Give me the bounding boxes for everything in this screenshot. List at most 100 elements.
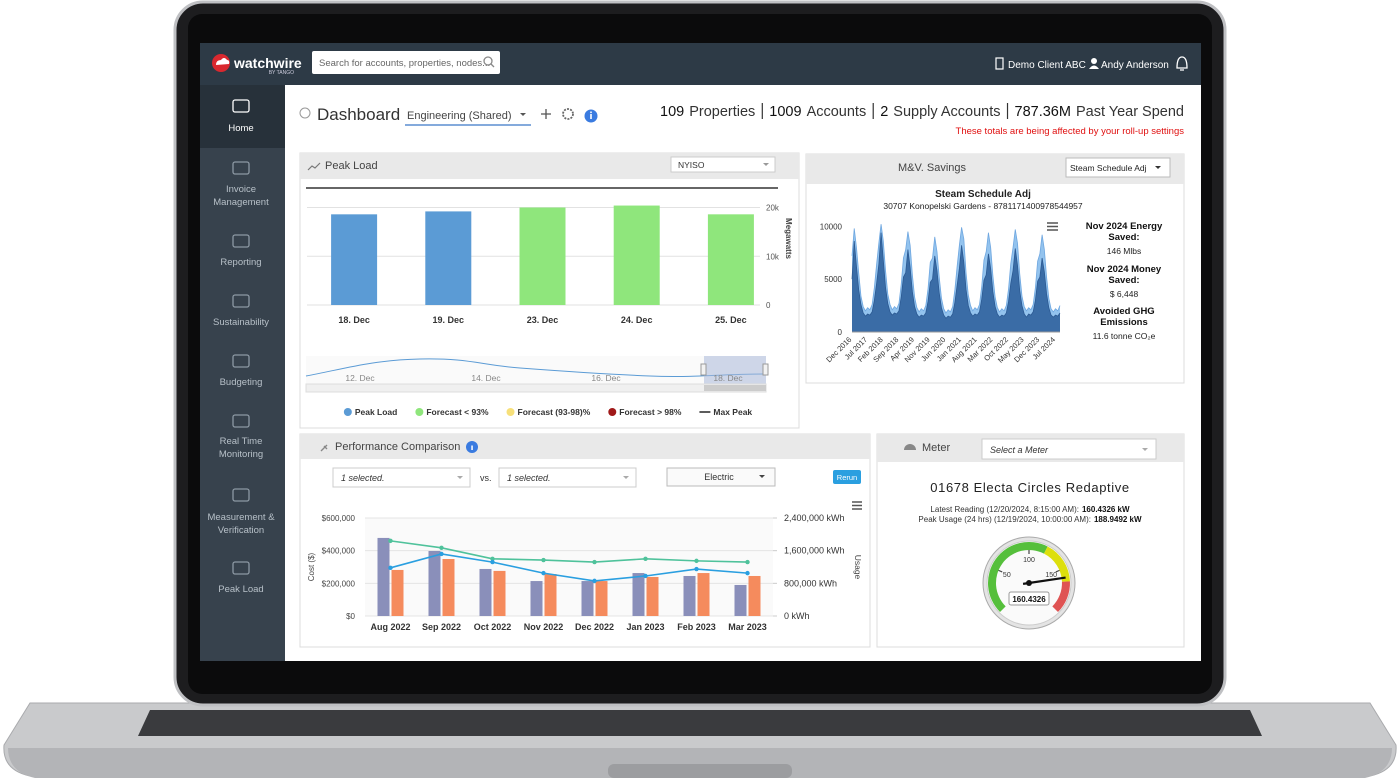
market-select[interactable] — [670, 156, 776, 173]
navigator[interactable] — [306, 356, 766, 384]
legend: Peak Load Forecast < 93% Forecast (93-98)%… — [343, 407, 752, 417]
nav-label[interactable]: Monitoring — [219, 449, 263, 460]
y2-tick-label: 1,600,000 kWh — [784, 546, 845, 556]
x-tick-label: Feb 2023 — [677, 622, 716, 632]
line-marker — [388, 538, 393, 544]
nav-label[interactable]: Peak Load — [218, 584, 263, 595]
trackpad-notch — [608, 764, 792, 778]
stat-value: 2 — [880, 104, 888, 120]
meter-select[interactable] — [981, 438, 1157, 460]
saving-label: Saved: — [1108, 232, 1139, 243]
panel-title: Performance Comparison — [335, 441, 460, 453]
line-series — [390, 553, 748, 582]
navigator-scrollbar[interactable] — [305, 383, 767, 393]
view-select[interactable]: Engineering (Shared) — [407, 110, 512, 122]
nav-label[interactable]: Home — [228, 123, 253, 134]
view-caret — [520, 113, 526, 116]
bar — [331, 214, 378, 305]
navigator-window[interactable] — [704, 356, 766, 384]
rerun-button[interactable] — [833, 470, 861, 484]
x-tick-label: Nov 2022 — [524, 622, 564, 632]
scrollbar-thumb[interactable] — [704, 385, 766, 391]
bar — [391, 569, 404, 616]
legend-label: Max Peak — [713, 407, 752, 417]
nav-label[interactable]: Real Time — [220, 436, 263, 447]
nav-icon — [232, 99, 250, 113]
y-tick-label: $400,000 — [322, 547, 356, 556]
search-icon — [483, 56, 493, 66]
commodity-select[interactable] — [666, 467, 776, 487]
gauge-tick-label: 100 — [1023, 557, 1035, 564]
bar — [697, 573, 710, 616]
nav-label[interactable]: Measurement & — [207, 512, 275, 523]
selector[interactable] — [498, 467, 637, 488]
reading-label: Peak Usage (24 hrs) (12/19/2024, 10:00:0… — [918, 515, 1091, 524]
line-marker — [388, 565, 393, 571]
bar — [683, 575, 696, 616]
legend-item[interactable]: Peak Load — [343, 407, 398, 417]
reading-label: Latest Reading (12/20/2024, 8:15:00 AM): — [930, 505, 1079, 514]
select-caret — [457, 476, 463, 479]
gauge-band — [1043, 546, 1070, 582]
navigator-label: 12. Dec — [345, 373, 375, 383]
search-placeholder: Search for accounts, properties, nodes..… — [319, 58, 490, 69]
bar — [544, 574, 557, 616]
x-tick-label: Dec 2022 — [575, 622, 614, 632]
bar — [632, 573, 645, 616]
logo-cloud — [216, 58, 230, 65]
panel-header — [300, 434, 870, 459]
settings-button[interactable] — [562, 108, 574, 120]
user-icon-body — [1089, 65, 1099, 69]
nav-label[interactable]: Invoice — [226, 184, 256, 195]
legend-item[interactable]: Max Peak — [699, 407, 752, 417]
legend-item[interactable]: Forecast (93-98)% — [506, 407, 591, 417]
navigator-label: 14. Dec — [471, 373, 501, 383]
mv-select-value: Steam Schedule Adj — [1070, 163, 1147, 173]
dashboard-title: Dashboard — [317, 105, 400, 124]
x-tick-label: 23. Dec — [527, 315, 559, 325]
user-name[interactable]: Andy Anderson — [1101, 60, 1169, 71]
y-tick-label: 20k — [766, 204, 780, 213]
line-marker — [541, 570, 546, 576]
legend-item[interactable]: Forecast > 98% — [608, 407, 682, 417]
nav-label[interactable]: Verification — [218, 525, 264, 536]
saving-value: $ 6,448 — [1110, 289, 1139, 299]
bar — [581, 581, 594, 616]
line-marker — [592, 578, 597, 584]
saving-label: Avoided GHG — [1093, 306, 1154, 317]
navigator-handle[interactable] — [700, 363, 707, 376]
nav-label[interactable]: Budgeting — [220, 377, 263, 388]
line-marker — [439, 545, 444, 551]
keyboard — [138, 710, 1262, 736]
bar — [646, 576, 659, 616]
bar — [493, 570, 506, 616]
x-tick-label: 19. Dec — [433, 315, 465, 325]
panel-icon — [307, 162, 321, 171]
panel-icon — [320, 444, 328, 452]
navigator-handle[interactable] — [762, 363, 769, 376]
y-tick-label: 5000 — [824, 275, 842, 284]
nav-label[interactable]: Management — [213, 197, 269, 208]
chart-menu[interactable] — [1047, 222, 1058, 231]
nav-label[interactable]: Sustainability — [213, 317, 269, 328]
selector[interactable] — [332, 467, 471, 488]
reading: Latest Reading (12/20/2024, 8:15:00 AM):… — [930, 505, 1130, 514]
x-tick-label: 24. Dec — [621, 315, 653, 325]
stat: 787.36M Past Year Spend — [1015, 104, 1184, 120]
reading-value: 188.9492 kW — [1094, 515, 1142, 524]
gauge-value-box — [1008, 591, 1050, 606]
mv-select[interactable] — [1065, 157, 1171, 178]
info-glyph — [471, 445, 473, 450]
y2-tick-label: 0 kWh — [784, 611, 810, 621]
bar — [748, 575, 761, 616]
info-glyph-dot — [590, 111, 592, 114]
nav-label[interactable]: Reporting — [220, 257, 261, 268]
add-button[interactable] — [541, 109, 551, 119]
notifications[interactable] — [1176, 56, 1188, 71]
bar — [425, 211, 472, 305]
rollup-notice: These totals are being affected by your … — [956, 126, 1185, 137]
client-name[interactable]: Demo Client ABC — [1008, 60, 1086, 71]
legend-item[interactable]: Forecast < 93% — [415, 407, 489, 417]
chart-menu[interactable] — [852, 501, 862, 510]
search-box[interactable] — [312, 51, 500, 74]
